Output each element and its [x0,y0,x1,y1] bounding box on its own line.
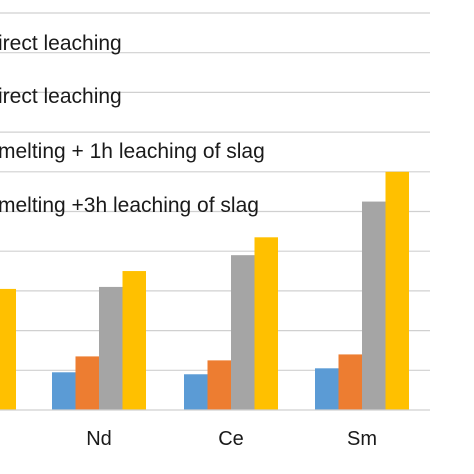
bar-sm-series-3 [362,201,386,410]
x-tick-label-ce: Ce [218,428,244,450]
bar-nd-series-4 [122,271,146,410]
x-tick-labels: Nd Ce Sm [86,428,377,450]
bar-ce-series-2 [207,360,231,410]
bar-sm-series-1 [315,368,339,410]
bar-ce-series-3 [231,255,255,410]
gridlines [0,12,430,371]
bar-nd-series-2 [75,356,99,410]
bar-sm-series-2 [338,354,362,410]
bar-nd-series-3 [99,286,123,410]
legend-entry-1: irect leaching [0,32,122,55]
bar-nd-series-1 [52,372,76,410]
bar-ce-series-1 [184,374,208,410]
bar-ce-series-4 [254,237,278,410]
legend-entry-4: melting +3h leaching of slag [0,194,259,217]
legend-entry-3: melting + 1h leaching of slag [0,140,265,163]
bars [0,171,409,410]
x-tick-label-nd: Nd [86,428,112,450]
bar-partial-left [0,288,16,410]
legend-entry-2: irect leaching [0,85,122,108]
x-tick-label-sm: Sm [347,428,377,450]
legend: irect leaching irect leaching melting + 1h… [0,32,265,217]
bar-sm-series-4 [385,171,409,410]
